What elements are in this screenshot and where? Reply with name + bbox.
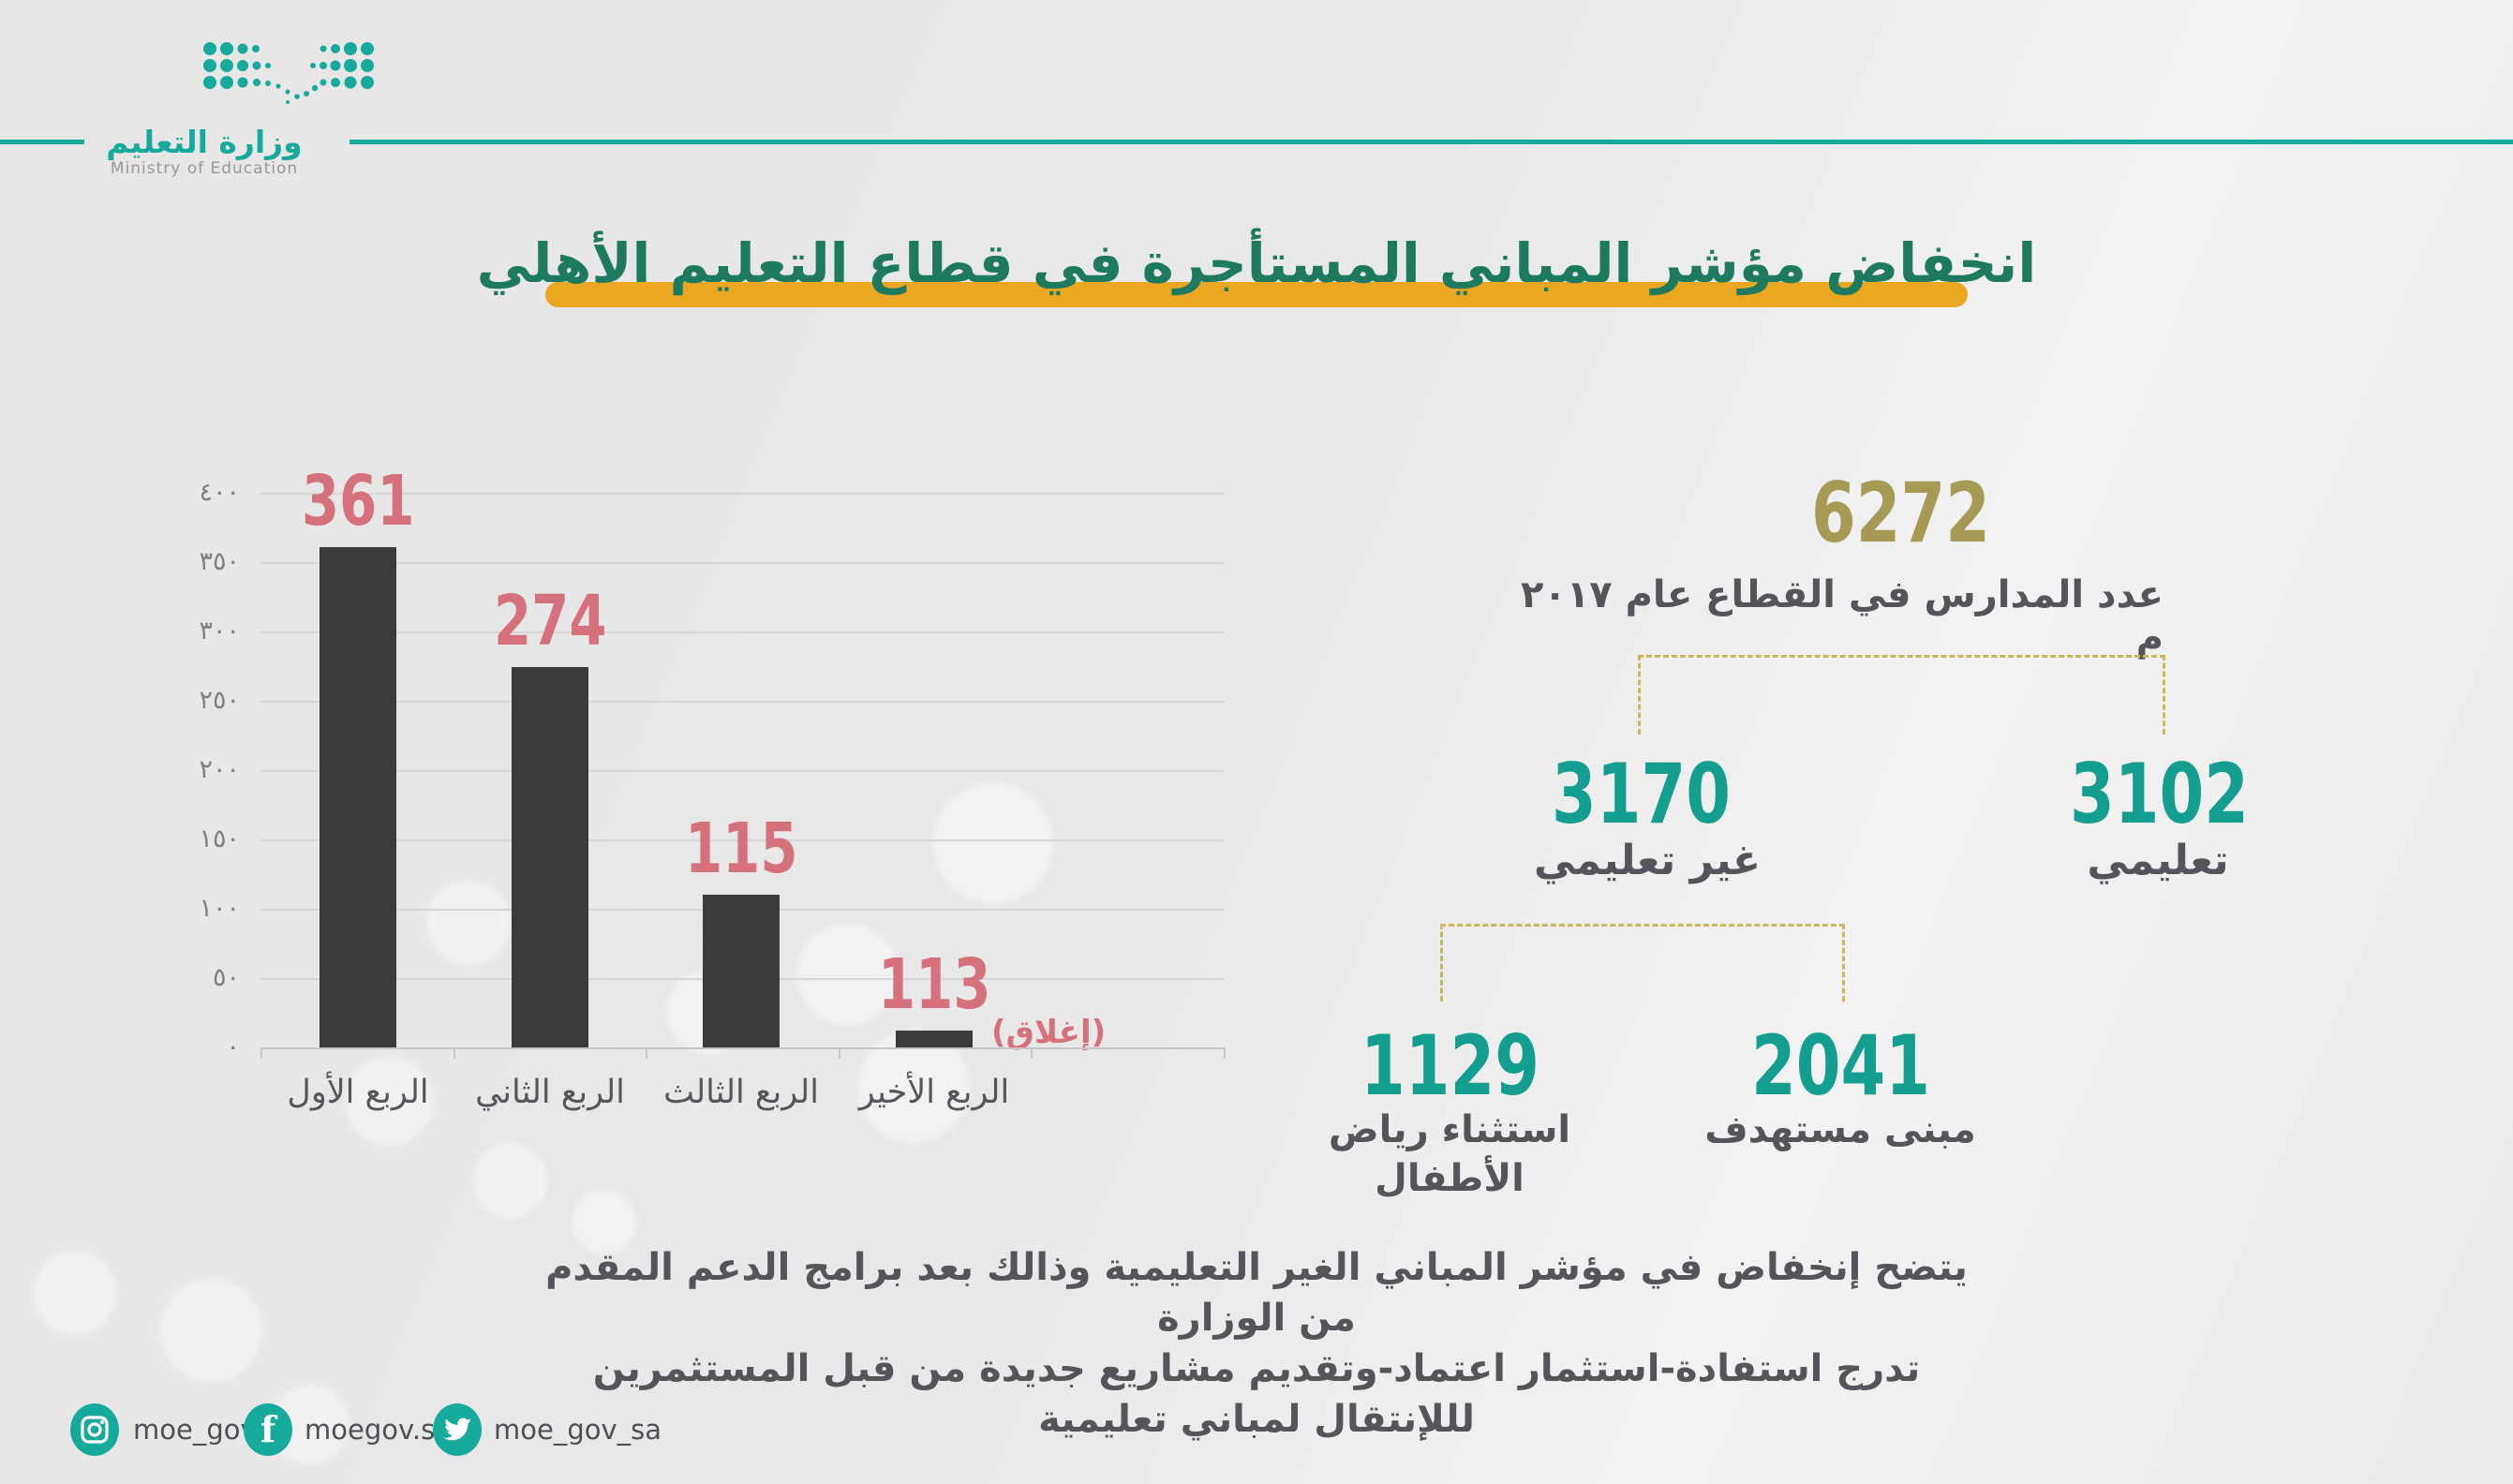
instagram-handle[interactable]: moe_gov [133, 1414, 257, 1446]
header-rule-right [349, 140, 2513, 144]
x-axis-tick [646, 1047, 648, 1059]
header-rule-left [0, 140, 84, 144]
x-axis-tick [453, 1047, 455, 1059]
kindergarten-exception-value: 1129 [1360, 1017, 1539, 1114]
page-title: انخفاض مؤشر المباني المستأجرة في قطاع ال… [476, 231, 2037, 295]
twitter-icon[interactable] [433, 1403, 482, 1456]
facebook-handle[interactable]: moegov.sa [305, 1414, 452, 1446]
y-axis-tick-label: ٠ [226, 1032, 240, 1061]
y-axis-tick-label: ٣٠٠ [199, 616, 240, 646]
x-axis-tick [1224, 1047, 1226, 1059]
bokeh-circle [345, 1057, 434, 1146]
bar-value-label: 274 [447, 581, 653, 661]
bar-value-text: 361 [301, 461, 415, 542]
gridline [260, 493, 1224, 495]
bokeh-circle [473, 1143, 548, 1218]
x-axis-tick [260, 1047, 262, 1059]
x-axis-tick [1031, 1047, 1033, 1059]
bar-value-label: 113 [831, 944, 1037, 1025]
total-schools-label: عدد المدارس في القطاع عام ٢٠١٧ م [1521, 573, 2164, 660]
category-label: الربع الأخير [858, 1074, 1010, 1111]
gridline [260, 562, 1224, 564]
footer-note-line1: يتضح إنخفاض في مؤشر المباني الغير التعلي… [545, 1246, 1968, 1340]
y-axis-tick-label: ٢٠٠ [199, 755, 240, 784]
y-axis-tick-label: ٢٥٠ [199, 686, 240, 715]
instagram-icon[interactable] [70, 1403, 119, 1456]
targeted-building-value: 2041 [1750, 1017, 1930, 1114]
page-title-block: انخفاض مؤشر المباني المستأجرة في قطاع ال… [460, 229, 2053, 307]
targeted-building-label: مبنى مستهدف [1704, 1108, 1976, 1151]
closure-annotation: (إغلاق) [991, 1014, 1107, 1051]
educational-label: تعليمي [2087, 837, 2229, 884]
category-label: الربع الثالث [663, 1074, 819, 1111]
non-educational-value: 3170 [1551, 746, 1731, 842]
y-axis-tick-label: ٥٠ [212, 963, 240, 992]
gridline [260, 631, 1224, 633]
y-axis-tick-label: ٣٥٠ [199, 547, 240, 576]
bar-value-label: 115 [638, 809, 844, 889]
bar-value-text: 274 [493, 581, 607, 661]
category-label: الربع الثاني [475, 1074, 625, 1111]
y-axis-tick-label: ١٥٠ [199, 824, 240, 853]
tree-bracket-level2 [1440, 924, 1845, 1002]
bokeh-circle [857, 1031, 970, 1143]
bar-value-text: 113 [877, 944, 991, 1025]
bar-2 [512, 667, 588, 1047]
gridline [260, 701, 1224, 703]
ministry-name-arabic: وزارة التعليم [106, 124, 303, 160]
title-highlight-bar [545, 282, 1968, 307]
y-axis-tick-label: ١٠٠ [199, 894, 240, 923]
bar-value-label: 361 [255, 461, 461, 542]
educational-value: 3102 [2069, 746, 2249, 842]
bokeh-circle [426, 881, 511, 965]
bar-4 [896, 1031, 973, 1047]
footer-note: يتضح إنخفاض في مؤشر المباني الغير التعلي… [543, 1242, 1970, 1445]
kindergarten-exception-label: استثناء رياض الأطفال [1328, 1108, 1571, 1200]
moe-logo-dots [203, 42, 374, 104]
bokeh-circle [796, 923, 900, 1026]
x-axis-line [260, 1047, 1224, 1049]
y-axis-tick-label: ٤٠٠ [199, 478, 240, 507]
bokeh-circle [572, 1190, 637, 1255]
bokeh-circle [33, 1251, 117, 1335]
footer-note-line2: تدرج استفادة-استثمار اعتماد-وتقديم مشاري… [592, 1347, 1921, 1441]
twitter-handle[interactable]: moe_gov_sa [494, 1414, 662, 1446]
bar-1 [320, 547, 396, 1047]
non-educational-label: غير تعليمي [1534, 837, 1761, 884]
bokeh-circle [159, 1279, 262, 1382]
bar-3 [703, 895, 780, 1047]
total-schools-value: 6272 [1810, 465, 1990, 561]
bokeh-circle [932, 782, 1054, 904]
gridline [260, 770, 1224, 772]
gridline [260, 839, 1224, 841]
facebook-icon[interactable]: f [244, 1403, 292, 1456]
tree-bracket-level1 [1638, 655, 2165, 735]
x-axis-tick [838, 1047, 840, 1059]
bar-value-text: 115 [684, 809, 798, 889]
category-label: الربع الأول [287, 1074, 429, 1111]
ministry-name-english: Ministry of Education [110, 159, 299, 178]
